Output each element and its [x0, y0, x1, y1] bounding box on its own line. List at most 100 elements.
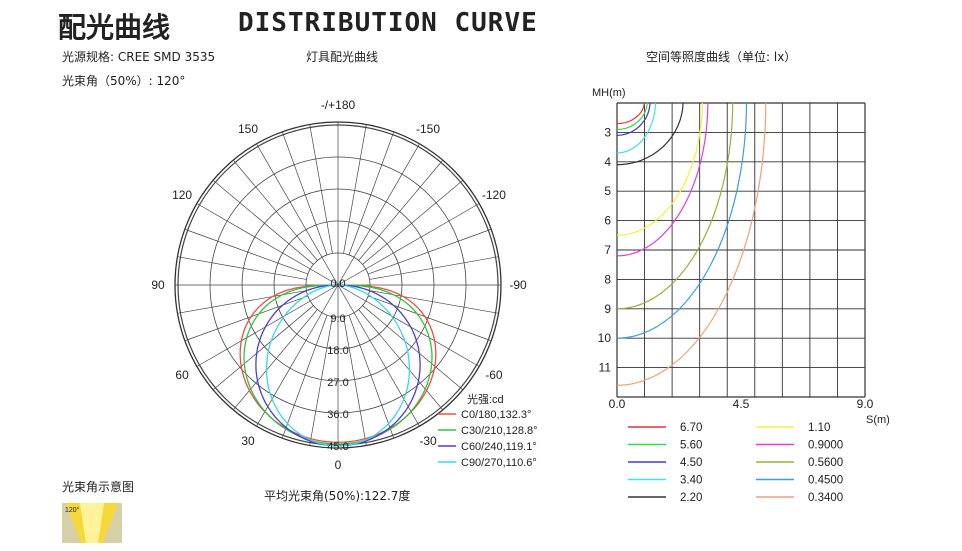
isolux-legend-label: 1.10	[808, 422, 830, 434]
polar-spoke	[232, 309, 318, 411]
polar-spoke	[348, 314, 395, 439]
isolux-labels: MH(m) S(m) 3 4 5 6 7 8 9 10 11 0.0 4.5 9.0	[592, 87, 890, 426]
spec-label: 光源规格: CREE SMD 3535	[62, 50, 216, 64]
isolux-legend-label: 3.40	[680, 475, 702, 487]
polar-angle-label: 150	[238, 122, 258, 136]
isolux-y-tick: 8	[604, 272, 611, 286]
polar-spoke	[309, 124, 333, 254]
polar-radial-origin-label: 0.0	[330, 278, 345, 290]
polar-spoke	[337, 203, 480, 286]
polar-spoke	[309, 316, 333, 446]
polar-legend-label: C30/210,128.8°	[461, 425, 538, 437]
isolux-contour	[617, 103, 703, 236]
polar-spoke	[196, 284, 339, 367]
polar-spoke	[367, 295, 492, 342]
polar-radial-label: 36.0	[327, 409, 348, 421]
polar-spoke	[212, 305, 314, 391]
polar-spoke	[177, 290, 307, 314]
isolux-y-tick: 9	[604, 302, 611, 316]
isolux-y-tick: 5	[604, 184, 611, 198]
beam-angle-diagram: 120°	[62, 503, 122, 543]
polar-radial-label: 27.0	[327, 377, 348, 389]
avg-beam-label: 平均光束角(50%):122.7度	[264, 489, 411, 503]
polar-grid	[174, 121, 502, 449]
polar-angle-label: -90	[509, 278, 527, 292]
polar-spoke	[177, 256, 307, 280]
polar-spoke	[184, 295, 309, 342]
isolux-x-tick: 9.0	[857, 397, 874, 411]
polar-spoke	[362, 179, 464, 265]
polar-spoke	[369, 256, 499, 280]
isolux-y-axis-label: MH(m)	[592, 87, 626, 99]
polar-chart-title: 灯具配光曲线	[306, 50, 379, 64]
isolux-legend: 6.70 5.60 4.50 3.40 2.20 1.10 0.9000 0.5600 0.45…	[628, 422, 843, 504]
polar-angle-label: -30	[419, 434, 437, 448]
isolux-series	[617, 103, 767, 386]
polar-spoke	[212, 179, 314, 265]
isolux-contour	[617, 103, 684, 166]
polar-spoke	[337, 284, 480, 367]
isolux-legend-label: 6.70	[680, 422, 702, 434]
iso-chart-title: 空间等照度曲线（单位: lx）	[646, 50, 797, 64]
isolux-legend-label: 0.9000	[808, 440, 843, 452]
polar-series	[239, 284, 437, 447]
polar-legend: 光强:cd C0/180,132.3° C30/210,128.8° C60/240,…	[438, 392, 538, 469]
isolux-x-tick: 0.0	[609, 397, 626, 411]
polar-angle-label: -120	[482, 188, 506, 202]
isolux-y-tick: 3	[604, 125, 611, 139]
polar-radial-label: 45.0	[327, 441, 348, 453]
polar-spoke	[232, 159, 318, 261]
isolux-legend-label: 0.5600	[808, 457, 843, 469]
isolux-grid	[616, 102, 866, 398]
polar-angle-label: 90	[151, 278, 165, 292]
isolux-legend-label: 4.50	[680, 457, 702, 469]
polar-spoke	[348, 131, 395, 256]
polar-spoke	[358, 309, 444, 411]
isolux-y-tick: 7	[604, 243, 611, 257]
polar-angle-label: 0	[335, 458, 342, 472]
polar-spoke	[281, 314, 328, 439]
polar-series-curve	[239, 284, 437, 443]
beam-diagram-angle: 120°	[65, 506, 80, 514]
isolux-y-tick: 4	[604, 155, 611, 169]
isolux-contour	[617, 103, 709, 257]
polar-spoke	[358, 159, 444, 261]
polar-legend-label: C90/270,110.6°	[461, 457, 537, 469]
polar-spoke	[256, 143, 339, 286]
polar-spoke	[337, 284, 420, 427]
polar-spoke	[256, 284, 339, 427]
isolux-contour	[617, 103, 734, 310]
polar-angle-label: 120	[172, 188, 192, 202]
isolux-contour	[617, 103, 748, 339]
polar-labels: 9.0 18.0 27.0 36.0 45.0 0.0 -/+180 150 120 90 60 30…	[151, 98, 527, 472]
isolux-contour	[617, 103, 767, 386]
isolux-x-axis-label: S(m)	[866, 414, 890, 426]
polar-spoke	[184, 228, 309, 275]
polar-spoke	[343, 316, 367, 446]
polar-spoke	[367, 228, 492, 275]
isolux-contour	[617, 103, 645, 125]
polar-angle-label: -60	[485, 368, 503, 382]
polar-angle-label: -150	[416, 122, 440, 136]
polar-spoke	[362, 305, 464, 391]
isolux-y-tick: 10	[598, 331, 612, 345]
isolux-contour	[617, 103, 657, 154]
polar-series-curve	[265, 284, 411, 447]
isolux-contour	[617, 103, 651, 136]
page-title-cn: 配光曲线	[58, 11, 171, 44]
beam-diagram-title: 光束角示意图	[62, 480, 135, 494]
isolux-y-tick: 6	[604, 214, 611, 228]
polar-spoke	[343, 124, 367, 254]
polar-spoke	[369, 290, 499, 314]
polar-angle-label: 60	[175, 368, 189, 382]
isolux-contour	[617, 103, 648, 131]
isolux-y-tick: 11	[599, 361, 612, 375]
polar-radial-label: 9.0	[330, 313, 345, 325]
polar-legend-title: 光强:cd	[467, 392, 504, 406]
isolux-legend-label: 0.3400	[808, 492, 843, 504]
page-title-en: DISTRIBUTION CURVE	[238, 8, 538, 38]
polar-angle-label: -/+180	[321, 98, 356, 112]
polar-spoke	[337, 143, 420, 286]
polar-legend-label: C60/240,119.1°	[461, 441, 537, 453]
